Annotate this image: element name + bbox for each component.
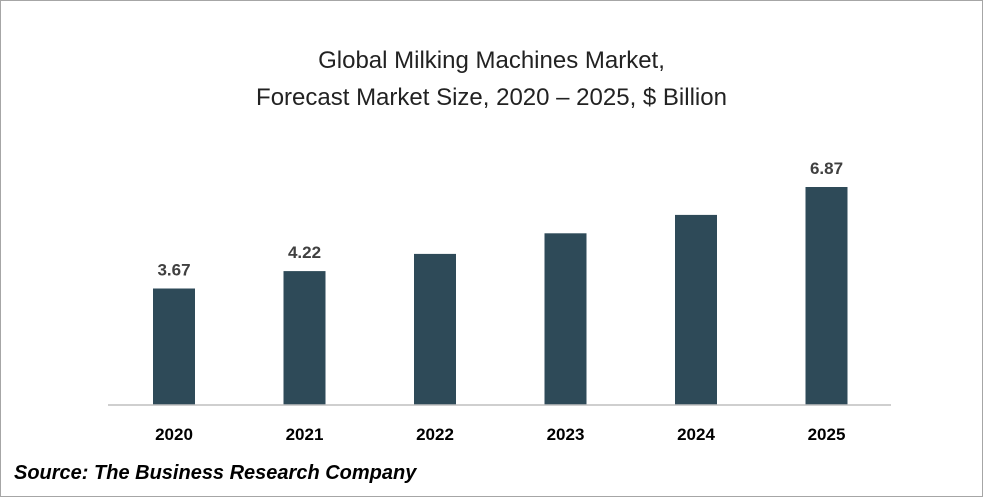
bars-group [153, 187, 848, 405]
data-labels: 3.67 4.22 6.87 [157, 159, 843, 280]
source-note: Source: The Business Research Company [14, 462, 417, 484]
x-tick-label-2021: 2021 [286, 425, 324, 444]
x-tick-label-2020: 2020 [155, 425, 193, 444]
x-tick-label-2025: 2025 [808, 425, 846, 444]
bar-2025 [805, 187, 848, 405]
bar-2024 [675, 214, 717, 405]
bar-2023 [544, 233, 587, 405]
chart-title-line-1: Global Milking Machines Market, [318, 47, 665, 74]
x-tick-label-2024: 2024 [677, 425, 715, 444]
data-label-2025: 6.87 [810, 159, 843, 178]
x-tick-label-2022: 2022 [416, 425, 454, 444]
chart-title-line-2: Forecast Market Size, 2020 – 2025, $ Bil… [256, 84, 727, 111]
bar-2020 [153, 288, 195, 405]
data-label-2020: 3.67 [157, 261, 190, 280]
x-tick-labels: 2020 2021 2022 2023 2024 2025 [155, 425, 845, 444]
chart-title: Global Milking Machines Market, Forecast… [0, 42, 983, 116]
bar-2022 [414, 253, 456, 405]
data-label-2021: 4.22 [288, 243, 321, 262]
bar-2021 [283, 271, 326, 405]
x-tick-label-2023: 2023 [547, 425, 585, 444]
